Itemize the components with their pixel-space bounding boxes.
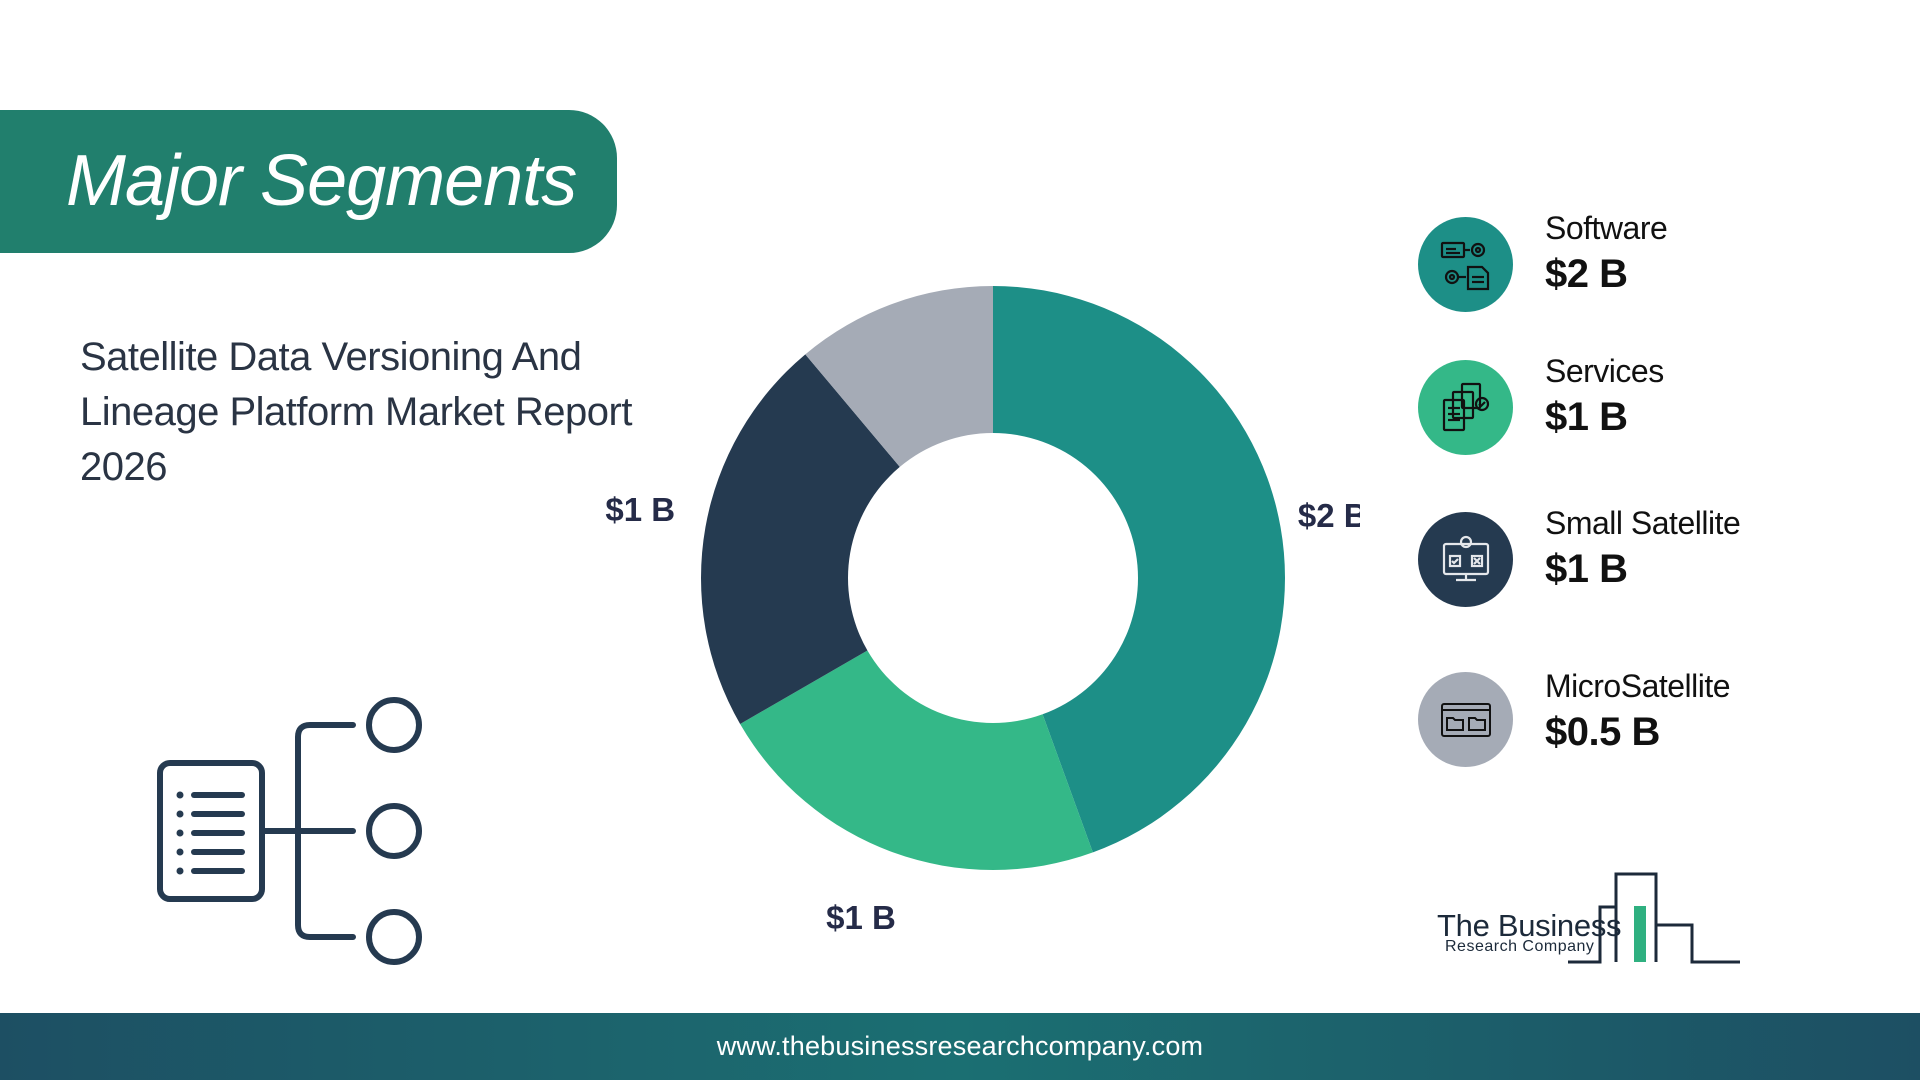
software-process-icon	[1418, 217, 1513, 312]
page-title: Major Segments	[66, 141, 577, 221]
data-label: $1 B	[826, 899, 896, 936]
legend-label: MicroSatellite	[1545, 668, 1731, 704]
legend-label: Services	[1545, 353, 1664, 389]
donut-slice-microsatellite	[805, 286, 993, 467]
website-link[interactable]: www.thebusinessresearchcompany.com	[716, 1031, 1204, 1061]
title-banner: Major Segments	[0, 110, 617, 253]
legend-item-software: Software $2 B	[1418, 210, 1898, 320]
donut-slice-small-satellite	[701, 354, 900, 724]
legend-value: $0.5 B	[1545, 710, 1660, 754]
logo-subtext: Research Company	[1445, 938, 1595, 955]
footer: www.thebusinessresearchcompany.com	[0, 1013, 1920, 1080]
monitor-settings-icon	[1418, 512, 1513, 607]
legend-label: Software	[1545, 210, 1668, 246]
legend-item-microsatellite: MicroSatellite $0.5 B	[1418, 668, 1898, 778]
donut-slice-services	[740, 650, 1093, 870]
legend-value: $1 B	[1545, 395, 1628, 439]
list-hierarchy-icon	[157, 697, 422, 965]
logo-text: The Business	[1437, 908, 1622, 943]
legend-item-services: Services $1 B	[1418, 353, 1898, 463]
company-logo: The Business Research Company	[1430, 870, 1750, 970]
legend-label: Small Satellite	[1545, 505, 1741, 541]
legend-value: $2 B	[1545, 252, 1628, 296]
legend-value: $1 B	[1545, 547, 1628, 591]
data-label: $0.5 B	[821, 250, 918, 255]
data-label: $2 B	[1298, 497, 1360, 534]
donut-chart: $2 B $1 B $1 B $0.5 B	[605, 250, 1360, 936]
report-title: Satellite Data Versioning And Lineage Pl…	[80, 335, 632, 489]
documents-check-icon	[1418, 360, 1513, 455]
legend-item-small-satellite: Small Satellite $1 B	[1418, 505, 1898, 615]
version-folders-icon	[1418, 672, 1513, 767]
donut-slice-software	[993, 286, 1285, 853]
data-label: $1 B	[605, 491, 675, 528]
